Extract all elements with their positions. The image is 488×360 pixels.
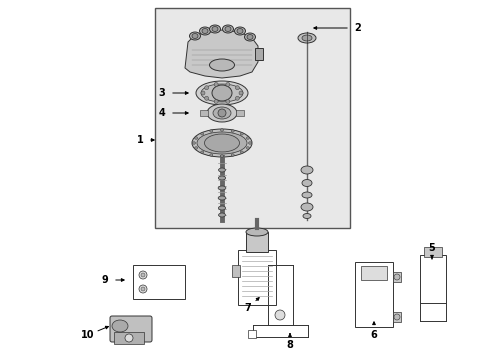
Ellipse shape — [231, 130, 234, 132]
Ellipse shape — [240, 151, 243, 153]
Circle shape — [225, 82, 229, 86]
Ellipse shape — [237, 28, 243, 33]
Ellipse shape — [209, 59, 234, 71]
Ellipse shape — [209, 154, 212, 156]
Ellipse shape — [213, 107, 230, 119]
Ellipse shape — [218, 206, 225, 210]
Circle shape — [393, 274, 399, 280]
Ellipse shape — [192, 142, 195, 144]
Bar — [231, 265, 240, 277]
Ellipse shape — [301, 166, 312, 174]
Ellipse shape — [246, 137, 249, 139]
Ellipse shape — [192, 129, 251, 157]
Ellipse shape — [220, 155, 223, 157]
Ellipse shape — [218, 109, 225, 117]
Ellipse shape — [212, 27, 218, 31]
Circle shape — [139, 285, 147, 293]
Circle shape — [235, 86, 239, 90]
Polygon shape — [184, 30, 258, 78]
Ellipse shape — [200, 151, 203, 153]
Bar — [360, 266, 386, 280]
Ellipse shape — [248, 142, 251, 144]
Ellipse shape — [218, 213, 225, 217]
Ellipse shape — [222, 25, 233, 33]
Ellipse shape — [240, 132, 243, 135]
FancyBboxPatch shape — [110, 316, 152, 342]
Circle shape — [214, 100, 218, 104]
Ellipse shape — [218, 196, 225, 200]
Bar — [354, 262, 392, 327]
Bar — [236, 110, 244, 116]
Ellipse shape — [189, 32, 200, 40]
Ellipse shape — [231, 154, 234, 156]
Ellipse shape — [303, 213, 310, 219]
Text: 9: 9 — [102, 275, 108, 285]
Ellipse shape — [234, 27, 245, 35]
Circle shape — [201, 91, 204, 95]
Circle shape — [274, 310, 285, 320]
Circle shape — [225, 100, 229, 104]
Bar — [200, 110, 207, 116]
Ellipse shape — [204, 134, 239, 152]
Ellipse shape — [302, 35, 311, 41]
Ellipse shape — [201, 84, 243, 102]
Ellipse shape — [246, 147, 249, 149]
Bar — [423, 247, 441, 257]
Ellipse shape — [209, 130, 212, 132]
Ellipse shape — [218, 168, 225, 172]
Ellipse shape — [218, 176, 225, 180]
Circle shape — [139, 271, 147, 279]
Bar — [155, 8, 349, 228]
Ellipse shape — [197, 132, 246, 154]
Circle shape — [204, 96, 208, 100]
Bar — [419, 255, 445, 303]
Bar — [254, 48, 263, 60]
Ellipse shape — [224, 27, 230, 31]
Bar — [114, 332, 143, 344]
Ellipse shape — [245, 228, 267, 236]
Ellipse shape — [194, 137, 197, 139]
Ellipse shape — [194, 147, 197, 149]
Ellipse shape — [200, 132, 203, 135]
Bar — [392, 312, 400, 322]
Text: 5: 5 — [428, 243, 434, 253]
Bar — [392, 272, 400, 282]
Ellipse shape — [206, 104, 237, 122]
Text: 2: 2 — [354, 23, 361, 33]
Bar — [238, 250, 275, 305]
Text: 7: 7 — [244, 303, 251, 313]
Text: 4: 4 — [158, 108, 165, 118]
Text: 1: 1 — [136, 135, 143, 145]
Text: 6: 6 — [370, 330, 377, 340]
Ellipse shape — [212, 85, 231, 101]
Bar — [247, 330, 256, 338]
Ellipse shape — [202, 28, 207, 33]
Ellipse shape — [112, 320, 128, 332]
Circle shape — [235, 96, 239, 100]
Circle shape — [393, 314, 399, 320]
Ellipse shape — [302, 192, 311, 198]
Ellipse shape — [302, 180, 311, 186]
Circle shape — [214, 82, 218, 86]
Text: 8: 8 — [286, 340, 293, 350]
Ellipse shape — [209, 25, 220, 33]
Ellipse shape — [199, 27, 210, 35]
Circle shape — [125, 334, 133, 342]
Ellipse shape — [192, 33, 198, 39]
Ellipse shape — [297, 33, 315, 43]
Circle shape — [204, 86, 208, 90]
Ellipse shape — [246, 35, 252, 40]
Bar — [245, 232, 267, 252]
Ellipse shape — [244, 33, 255, 41]
Text: 3: 3 — [158, 88, 165, 98]
Text: 10: 10 — [81, 330, 95, 340]
Ellipse shape — [220, 129, 223, 131]
Ellipse shape — [218, 186, 225, 190]
Ellipse shape — [301, 203, 312, 211]
Bar — [133, 265, 184, 299]
Circle shape — [141, 273, 145, 277]
Ellipse shape — [196, 81, 247, 105]
Circle shape — [141, 287, 145, 291]
Circle shape — [239, 91, 243, 95]
